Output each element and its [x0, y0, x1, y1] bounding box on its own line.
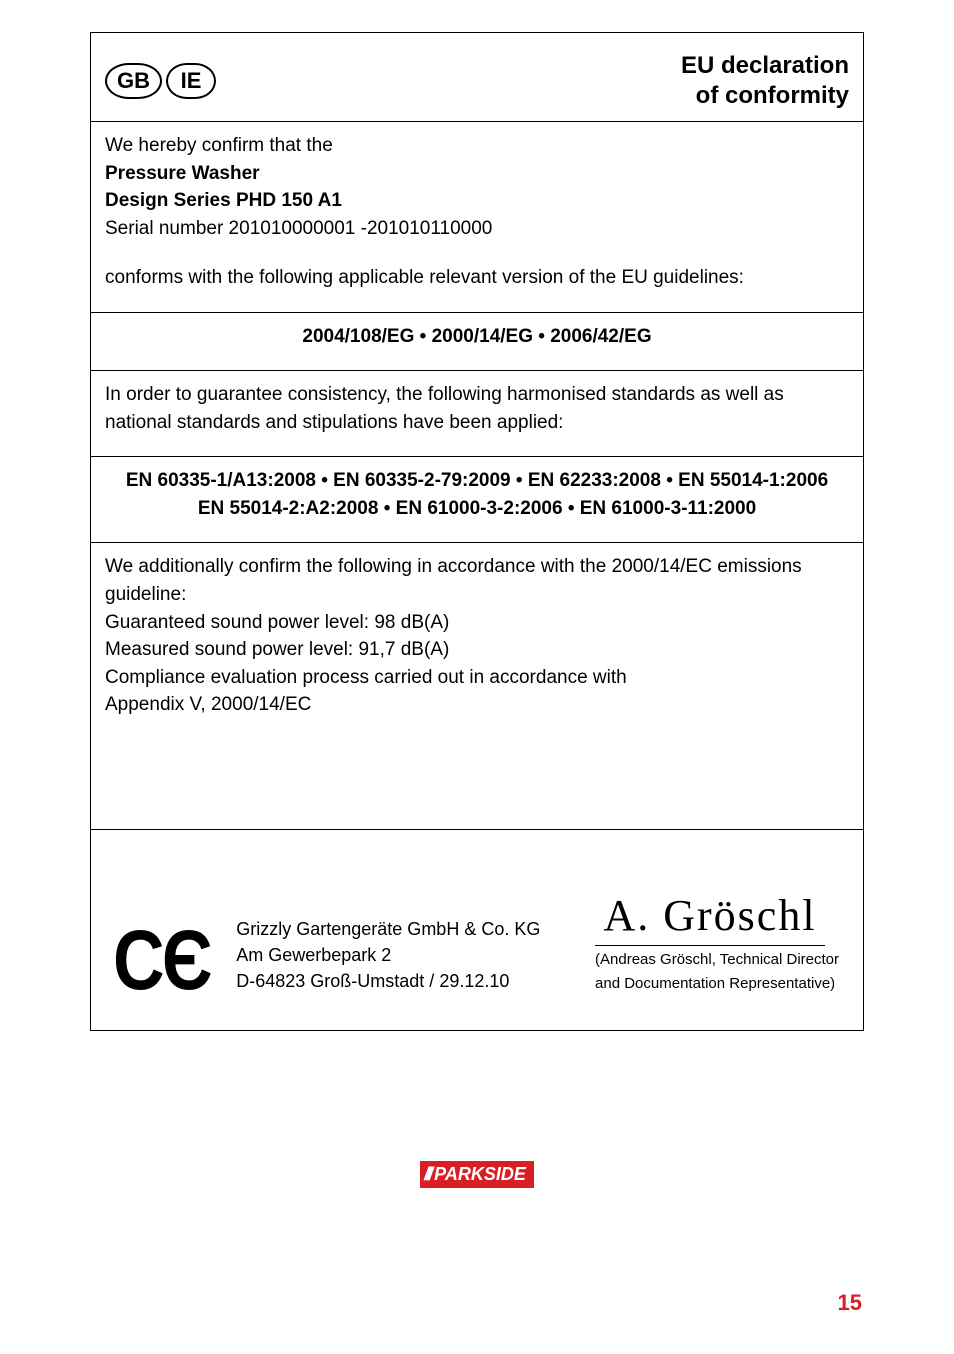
company-line-1: Grizzly Gartengeräte GmbH & Co. KG [236, 916, 540, 942]
conforms-text: conforms with the following applicable r… [105, 264, 849, 292]
emissions-compliance-2: Appendix V, 2000/14/EC [105, 691, 849, 719]
brand-slashes: /// [424, 1164, 430, 1184]
country-badges: GB IE [105, 63, 216, 99]
brand-logo: /// PARKSIDE [420, 1161, 534, 1188]
title-line-2: of conformity [681, 81, 849, 111]
signature-caption-2: and Documentation Representative) [595, 974, 839, 994]
spacer [105, 242, 849, 264]
guarantee-text: In order to guarantee consistency, the f… [105, 384, 784, 433]
product-name-2: Design Series PHD 150 A1 [105, 187, 849, 215]
product-name-1: Pressure Washer [105, 160, 849, 188]
ce-mark-glyph: C Є [113, 927, 204, 994]
section-guarantee: In order to guarantee consistency, the f… [91, 370, 863, 456]
emissions-intro: We additionally confirm the following in… [105, 553, 849, 608]
badge-ie: IE [166, 63, 216, 99]
section-emissions: We additionally confirm the following in… [91, 542, 863, 828]
emissions-compliance-1: Compliance evaluation process carried ou… [105, 664, 849, 692]
signature-column: A. Gröschl (Andreas Gröschl, Technical D… [564, 890, 849, 995]
standards-line-1: EN 60335-1/A13:2008 • EN 60335-2-79:2009… [105, 467, 849, 495]
badge-gb: GB [105, 63, 162, 99]
title-line-1: EU declaration [681, 51, 849, 81]
standards-line-2: EN 55014-2:A2:2008 • EN 61000-3-2:2006 •… [105, 495, 849, 523]
doc-title: EU declaration of conformity [681, 51, 849, 111]
footer-row: C Є Grizzly Gartengeräte GmbH & Co. KG A… [91, 829, 863, 1031]
declaration-container: GB IE EU declaration of conformity We he… [90, 32, 864, 1031]
emissions-guaranteed: Guaranteed sound power level: 98 dB(A) [105, 609, 849, 637]
company-block: Grizzly Gartengeräte GmbH & Co. KG Am Ge… [236, 916, 540, 994]
serial-number: Serial number 201010000001 -201010110000 [105, 215, 849, 243]
section-product: We hereby confirm that the Pressure Wash… [91, 121, 863, 312]
emissions-measured: Measured sound power level: 91,7 dB(A) [105, 636, 849, 664]
signature-image: A. Gröschl [595, 890, 825, 946]
signature-caption-1: (Andreas Gröschl, Technical Director [595, 950, 839, 970]
company-line-3: D-64823 Groß-Umstadt / 29.12.10 [236, 968, 540, 994]
ce-mark: C Є [105, 927, 212, 994]
spacer [105, 719, 849, 809]
intro-text: We hereby confirm that the [105, 132, 849, 160]
section-standards: EN 60335-1/A13:2008 • EN 60335-2-79:2009… [91, 456, 863, 542]
header-row: GB IE EU declaration of conformity [91, 33, 863, 121]
section-directives: 2004/108/EG • 2000/14/EG • 2006/42/EG [91, 312, 863, 371]
page-number: 15 [838, 1290, 862, 1316]
directives-list: 2004/108/EG • 2000/14/EG • 2006/42/EG [302, 326, 651, 347]
brand-name: PARKSIDE [434, 1164, 526, 1184]
company-line-2: Am Gewerbepark 2 [236, 942, 540, 968]
brand-bar: /// PARKSIDE [90, 1161, 864, 1188]
